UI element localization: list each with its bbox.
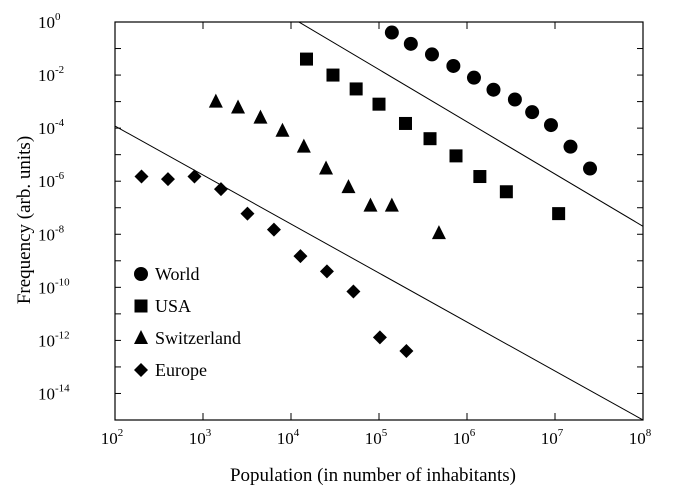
y-tick-label: 10-8	[38, 223, 65, 244]
series-europe	[134, 169, 414, 358]
data-point-square	[449, 149, 463, 163]
data-point-circle	[583, 161, 598, 176]
x-tick-label: 104	[277, 427, 300, 448]
x-axis-ticks: 102 103 104 105 106 107 108	[101, 22, 652, 448]
data-point-square	[349, 82, 363, 96]
data-point-diamond	[240, 206, 255, 221]
y-tick-label: 10-14	[38, 382, 70, 403]
data-point-diamond	[319, 264, 334, 279]
data-point-square	[372, 97, 386, 111]
data-point-circle	[543, 118, 558, 133]
legend: World USA Switzerland Europe	[134, 264, 241, 380]
y-axis-ticks: 100 10-2 10-4 10-6 10-8 10-10 10-12 10-14	[38, 11, 643, 421]
legend-label: Switzerland	[155, 328, 241, 348]
data-point-circle	[384, 25, 399, 40]
data-point-diamond	[399, 343, 414, 358]
data-point-triangle	[275, 122, 290, 137]
x-tick-label: 106	[453, 427, 476, 448]
data-point-circle	[424, 47, 439, 62]
series-usa	[299, 52, 566, 221]
data-point-diamond	[187, 169, 202, 184]
data-point-square	[473, 170, 487, 184]
data-point-square	[552, 207, 566, 221]
legend-marker-diamond	[134, 363, 148, 377]
y-tick-label: 10-6	[38, 170, 65, 191]
series-switzerland	[208, 93, 446, 240]
x-tick-label: 107	[541, 427, 564, 448]
data-point-circle	[486, 82, 501, 97]
legend-marker-circle	[134, 267, 148, 281]
series-world	[384, 25, 598, 176]
data-point-circle	[563, 139, 578, 154]
y-axis-label: Frequency (arb. units)	[14, 136, 35, 304]
y-tick-label: 10-12	[38, 329, 70, 350]
reference-line	[297, 22, 643, 227]
x-tick-label: 108	[629, 427, 652, 448]
data-point-square	[299, 52, 313, 66]
legend-label: World	[155, 264, 200, 284]
data-point-triangle	[253, 109, 268, 124]
reference-line	[115, 125, 643, 420]
legend-label: Europe	[155, 360, 207, 380]
data-point-triangle	[296, 138, 311, 153]
legend-marker-square	[134, 299, 148, 313]
legend-label: USA	[155, 296, 191, 316]
data-point-square	[499, 185, 513, 199]
data-point-square	[326, 68, 340, 82]
data-point-diamond	[372, 330, 387, 345]
data-point-diamond	[134, 169, 149, 184]
y-tick-label: 10-10	[38, 276, 70, 297]
x-tick-label: 103	[189, 427, 212, 448]
data-point-circle	[403, 36, 418, 51]
data-point-triangle	[384, 197, 399, 212]
y-tick-label: 10-2	[38, 64, 64, 85]
x-tick-label: 105	[365, 427, 388, 448]
y-tick-label: 10-4	[38, 117, 65, 138]
data-point-diamond	[293, 249, 308, 264]
legend-marker-triangle	[134, 330, 148, 344]
data-point-square	[423, 132, 437, 146]
data-point-triangle	[363, 197, 378, 212]
data-point-triangle	[208, 93, 223, 108]
data-point-circle	[507, 92, 522, 107]
data-point-diamond	[160, 172, 175, 187]
data-point-triangle	[431, 225, 446, 240]
data-point-circle	[446, 58, 461, 73]
x-tick-label: 102	[101, 427, 124, 448]
y-tick-label: 100	[38, 11, 61, 32]
data-point-square	[398, 116, 412, 130]
data-point-circle	[466, 70, 481, 85]
data-marks	[134, 25, 598, 358]
reference-lines	[115, 22, 643, 420]
x-axis-label: Population (in number of inhabitants)	[230, 465, 516, 486]
data-point-triangle	[231, 99, 246, 114]
data-point-circle	[525, 105, 540, 120]
data-point-triangle	[341, 179, 356, 194]
data-point-diamond	[346, 284, 361, 299]
data-point-diamond	[266, 222, 281, 237]
data-point-diamond	[213, 182, 228, 197]
data-point-triangle	[319, 160, 334, 175]
